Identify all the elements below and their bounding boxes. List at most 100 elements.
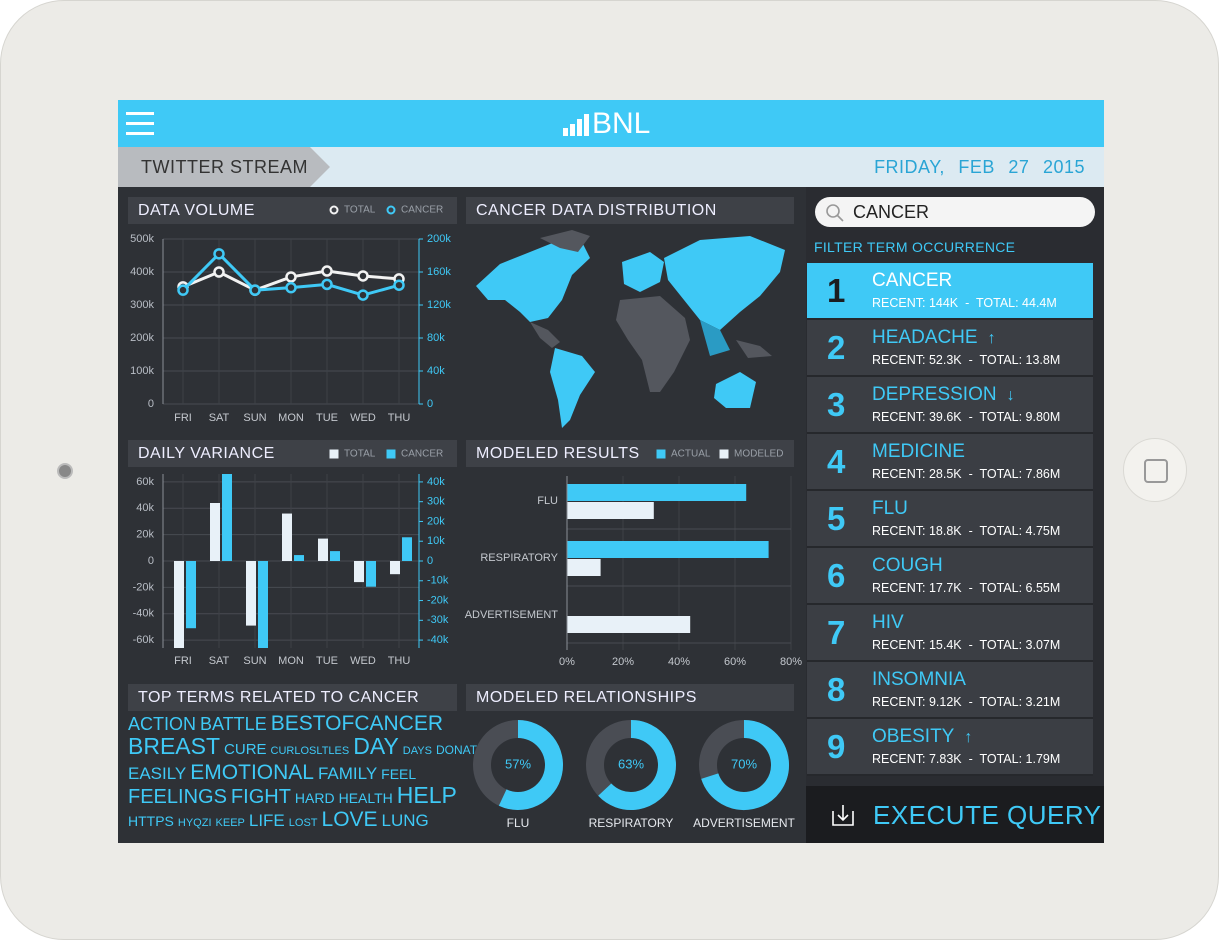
rank: 4 [827, 443, 846, 480]
y-tick-label: 300k [130, 299, 154, 311]
legend-marker [719, 449, 729, 459]
y-tick-label: -40k [133, 608, 155, 620]
y2-tick-label: 20k [427, 515, 445, 527]
y-tick-label: 60k [136, 476, 154, 488]
word: DAY [353, 733, 399, 759]
home-button[interactable] [1123, 438, 1187, 502]
word: HARD [294, 790, 335, 806]
term: HIV [872, 612, 904, 634]
y2-tick-label: 160k [427, 266, 451, 278]
word: BESTOFCANCER [270, 712, 444, 735]
result-item[interactable]: 4 MEDICINE RECENT: 28.5K - TOTAL: 7.86M [807, 434, 1093, 491]
word: FEEL [381, 766, 417, 782]
bar [210, 503, 220, 561]
x-tick-label: SAT [209, 655, 230, 667]
panel-title: MODELED RELATIONSHIPS [466, 684, 794, 711]
bar [567, 541, 769, 558]
y-tick-label: 0 [148, 555, 154, 567]
header: BNL [118, 100, 1104, 147]
word: LUNG [381, 811, 429, 830]
word: LOST [288, 817, 318, 829]
word: CURE [224, 741, 267, 758]
term-name: CANCER [872, 270, 953, 291]
section-title: TWITTER STREAM [141, 157, 308, 177]
execute-button[interactable]: EXECUTE QUERY [806, 786, 1104, 843]
term: DEPRESSION ↓ [872, 384, 1015, 406]
rank: 7 [827, 614, 846, 651]
bar [402, 537, 412, 561]
word: BREAST [128, 733, 221, 759]
bar [174, 561, 184, 648]
menu-button[interactable] [126, 110, 156, 138]
data-point [321, 278, 333, 291]
legend-label: ACTUAL [671, 449, 711, 460]
y-tick-label: RESPIRATORY [480, 552, 558, 564]
term: INSOMNIA [872, 669, 966, 691]
x-tick-label: MON [278, 412, 304, 424]
y2-tick-label: -10k [427, 575, 449, 587]
stats: RECENT: 144K - TOTAL: 44.4M [872, 296, 1057, 310]
download-icon [832, 805, 854, 826]
y2-tick-label: 80k [427, 332, 445, 344]
rank: 9 [827, 728, 846, 765]
word: DAYS [402, 745, 432, 757]
result-item[interactable]: 1 CANCER RECENT: 144K - TOTAL: 44.4M [807, 263, 1093, 320]
continent [664, 236, 785, 330]
y2-tick-label: 0 [427, 398, 433, 410]
result-item[interactable]: 9 OBESITY ↑ RECENT: 7.83K - TOTAL: 1.79M [807, 719, 1093, 776]
legend-label: CANCER [401, 205, 443, 216]
menu-line [126, 132, 154, 135]
x-tick-label: TUE [316, 412, 338, 424]
logo-icon [563, 114, 589, 136]
bar [567, 559, 601, 576]
y-tick-label: 0 [148, 398, 154, 410]
legend-marker [656, 449, 666, 459]
value-label: 70% [731, 756, 757, 771]
y-tick-label: 200k [130, 332, 154, 344]
continent [530, 322, 560, 348]
continent [550, 348, 595, 428]
y-tick-label: 40k [136, 502, 154, 514]
x-tick-label: 60% [724, 656, 746, 668]
bar [318, 538, 328, 561]
term: CANCER [872, 270, 952, 292]
y-tick-label: -20k [133, 581, 155, 593]
x-tick-label: THU [388, 412, 411, 424]
search-icon [826, 204, 844, 222]
value-label: 57% [505, 756, 531, 771]
y2-tick-label: 120k [427, 299, 451, 311]
panel-title: DAILY VARIANCE [128, 440, 457, 467]
word: EASILY [128, 764, 187, 783]
bar [330, 551, 340, 561]
result-item[interactable]: 6 COUGH RECENT: 17.7K - TOTAL: 6.55M [807, 548, 1093, 605]
bar [354, 561, 364, 583]
x-tick-label: 20% [612, 656, 634, 668]
word: HEALTH [338, 790, 393, 806]
word: FAMILY [317, 764, 378, 783]
donut-arc [598, 720, 676, 810]
x-tick-label: 80% [780, 656, 802, 668]
term-name: MEDICINE [872, 441, 965, 462]
word: EMOTIONAL [190, 761, 314, 784]
result-item[interactable]: 3 DEPRESSION ↓ RECENT: 39.6K - TOTAL: 9.80M [807, 377, 1093, 434]
menu-line [126, 112, 154, 115]
x-tick-label: SAT [209, 412, 230, 424]
filter-label: FILTER TERM OCCURRENCE [814, 239, 1016, 255]
result-item[interactable]: 5 FLU RECENT: 18.8K - TOTAL: 4.75M [807, 491, 1093, 548]
continent [476, 238, 590, 322]
bar [246, 561, 256, 626]
word-cloud: ACTION BATTLE BESTOFCANCER BREAST CURE CURLO… [128, 712, 485, 834]
x-tick-label: SUN [243, 412, 266, 424]
y2-tick-label: 40k [427, 476, 445, 488]
result-item[interactable]: 7 HIV RECENT: 15.4K - TOTAL: 3.07M [807, 605, 1093, 662]
data-point [249, 284, 261, 296]
data-point [285, 271, 297, 283]
bar [282, 513, 292, 561]
term-name: COUGH [872, 555, 943, 576]
x-tick-label: 0% [559, 656, 575, 668]
bar [567, 616, 691, 633]
result-item[interactable]: 8 INSOMNIA RECENT: 9.12K - TOTAL: 3.21M [807, 662, 1093, 719]
y2-tick-label: 200k [427, 233, 451, 245]
search-box[interactable]: CANCER [815, 197, 1095, 227]
result-item[interactable]: 2 HEADACHE ↑ RECENT: 52.3K - TOTAL: 13.8M [807, 320, 1093, 377]
